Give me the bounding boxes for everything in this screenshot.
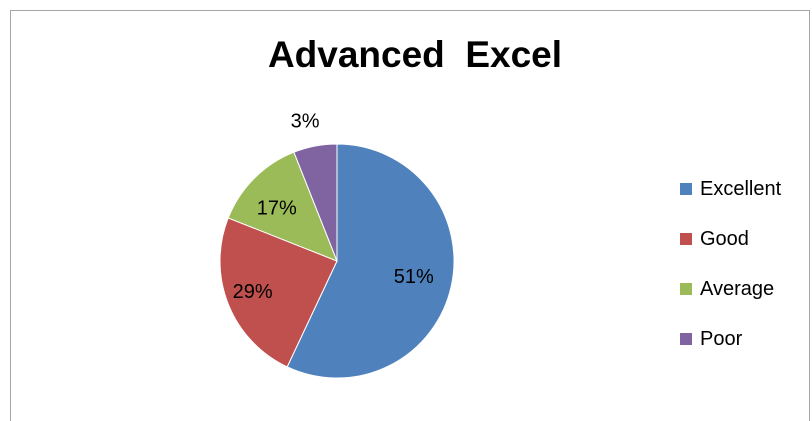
- pie-slice-average: [227, 151, 338, 262]
- chart-title: Advanced Excel: [267, 34, 563, 75]
- data-label-poor: 3%: [291, 110, 320, 132]
- legend-label-good: Good: [700, 228, 749, 250]
- pie-slice-good: [219, 217, 338, 368]
- legend-label-average: Average: [700, 278, 774, 300]
- data-label-average: 17%: [257, 198, 297, 220]
- legend-swatch-average: [680, 283, 692, 295]
- legend-label-excellent: Excellent: [700, 178, 782, 200]
- pie-slice-excellent: [286, 143, 455, 379]
- legend-swatch-excellent: [680, 183, 692, 195]
- pie-data-labels: 51% 29% 17% 3%: [233, 110, 434, 303]
- legend-swatch-good: [680, 233, 692, 245]
- data-label-good: 29%: [233, 281, 273, 303]
- pie-slice-poor: [293, 143, 338, 262]
- legend: Excellent Good Average Poor: [680, 178, 782, 350]
- pie-slices: [219, 143, 455, 379]
- legend-swatch-poor: [680, 333, 692, 345]
- data-label-excellent: 51%: [394, 266, 434, 288]
- legend-label-poor: Poor: [700, 328, 743, 350]
